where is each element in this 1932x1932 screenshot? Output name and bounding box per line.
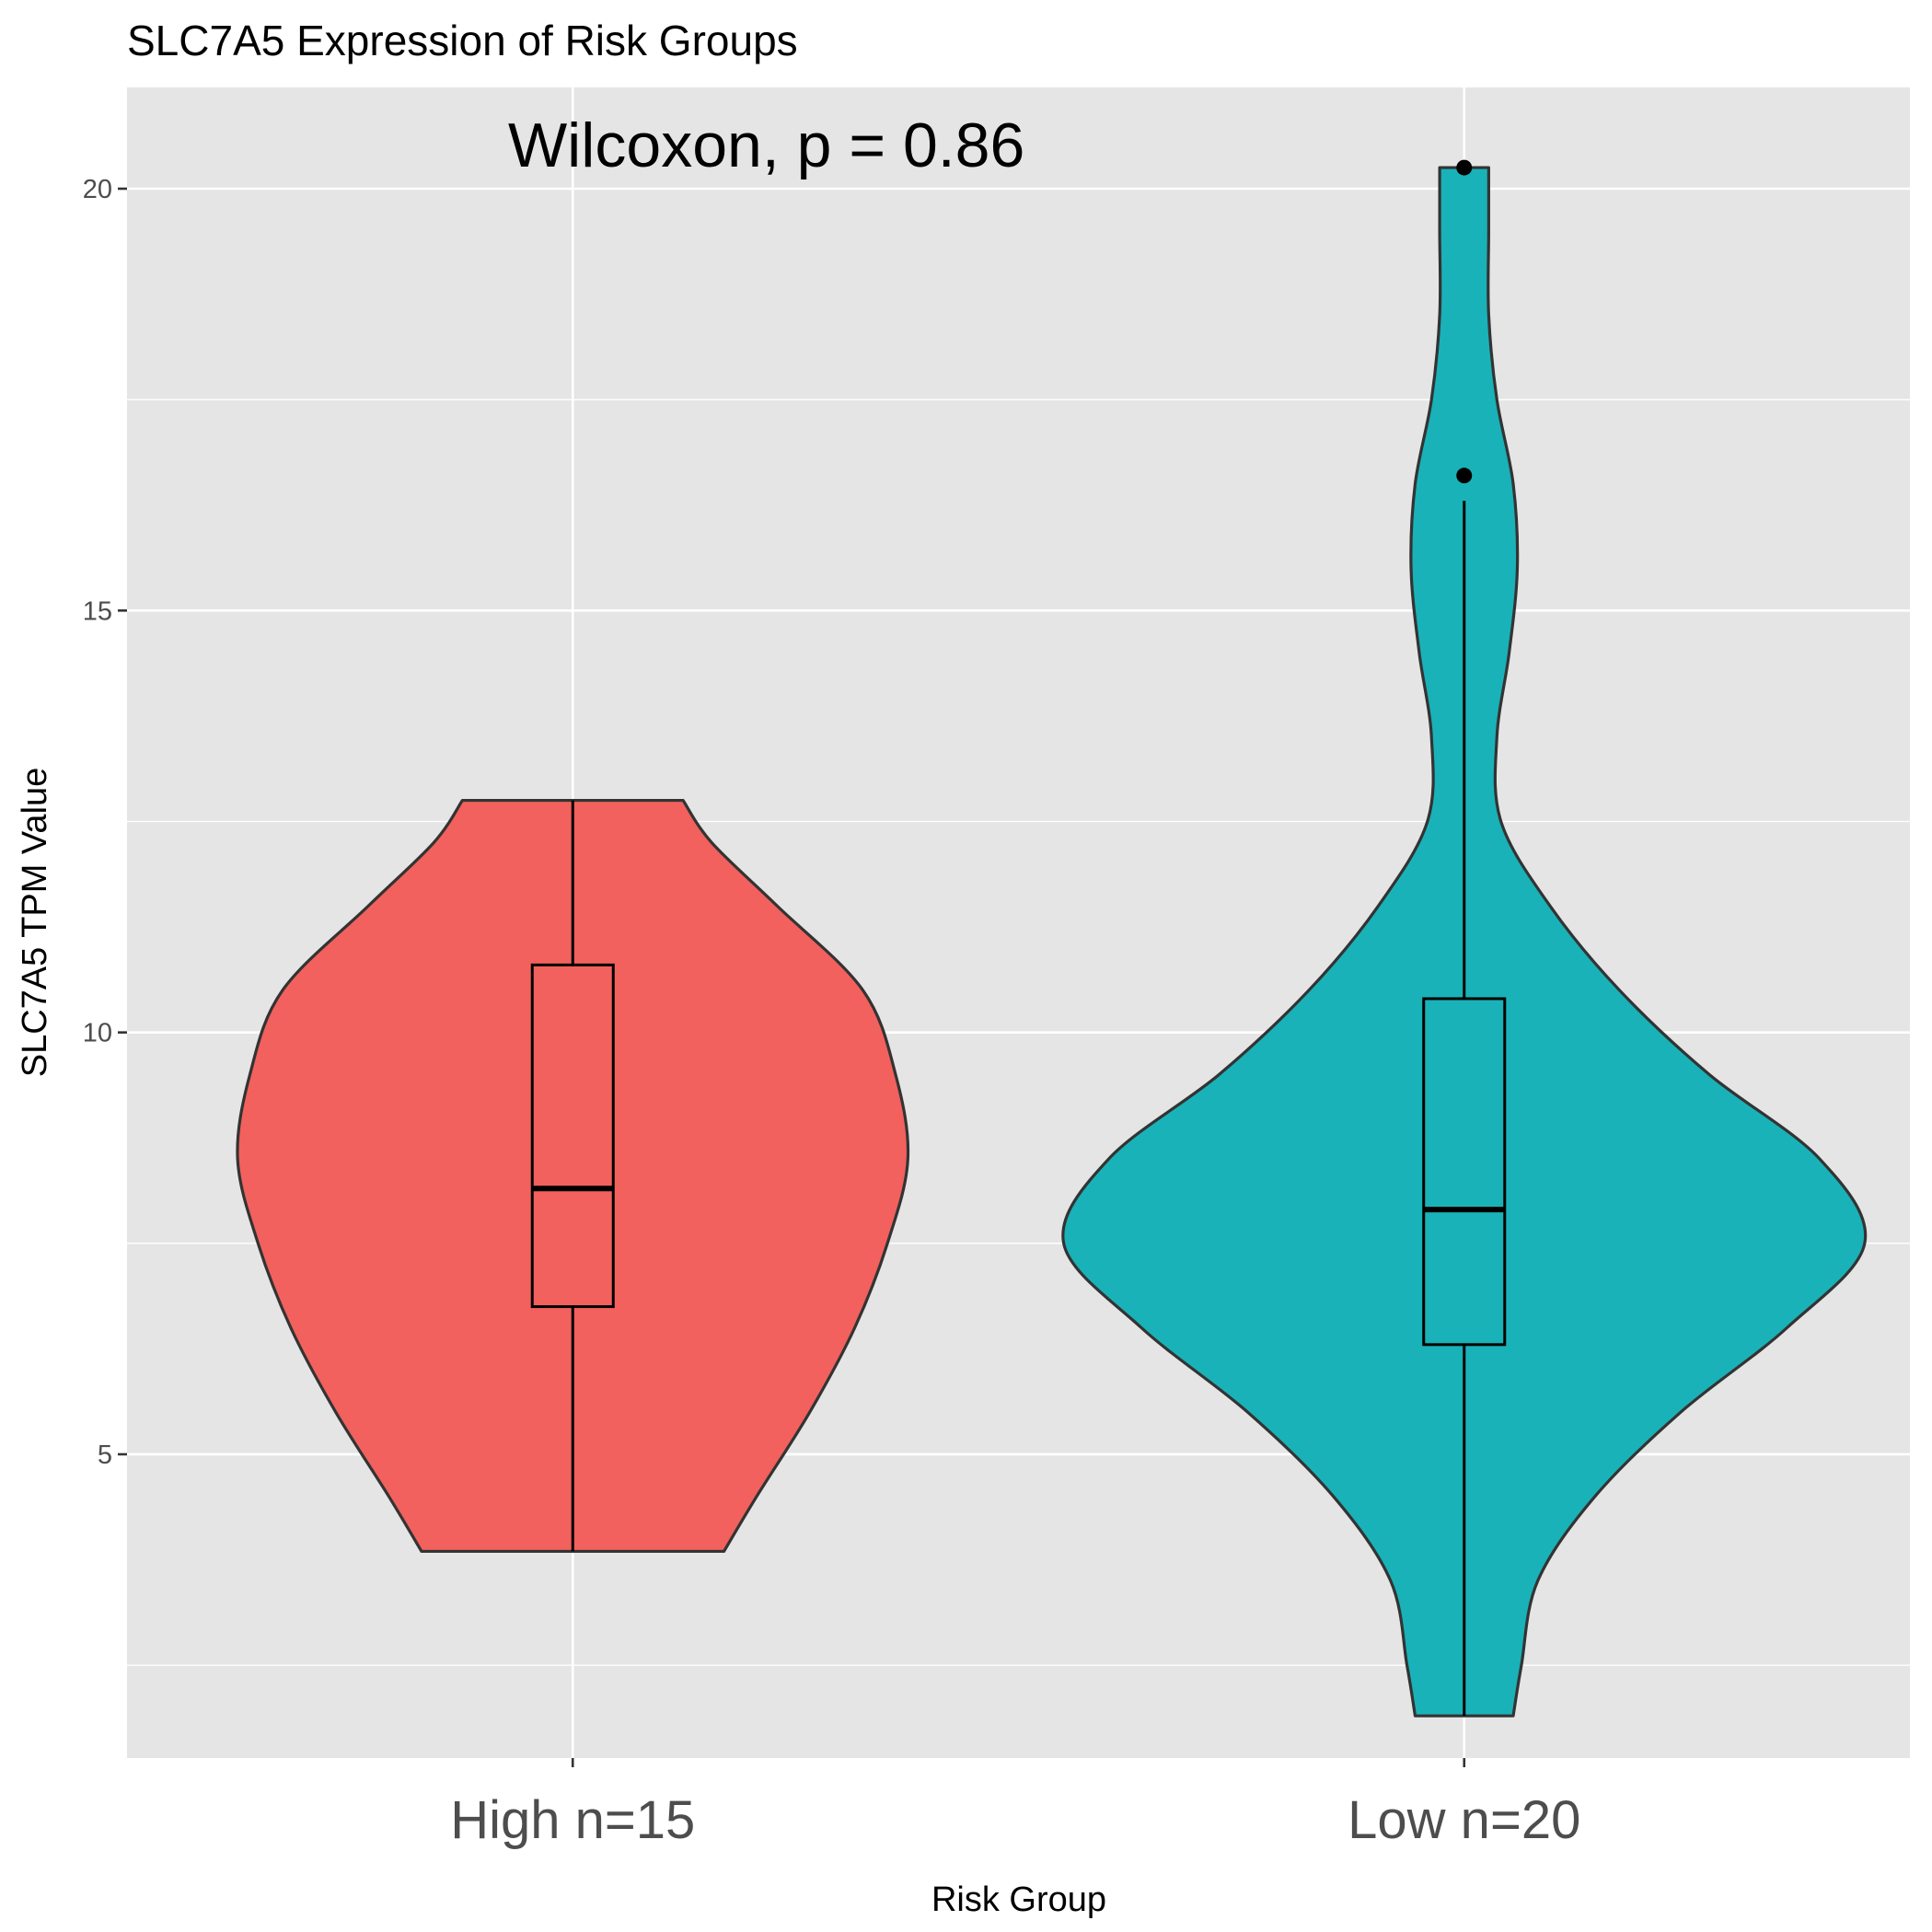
y-axis-title: SLC7A5 TPM Value (16, 768, 54, 1078)
boxplots (530, 501, 1507, 1717)
y-tick-label: 15 (83, 596, 112, 626)
y-tick-label: 10 (83, 1019, 112, 1048)
y-tick-label: 20 (83, 175, 112, 204)
outlier-point (1456, 159, 1473, 176)
x-axis: High n=15 Low n=20 (450, 1758, 1580, 1850)
outlier-point (1456, 468, 1473, 484)
wilcoxon-annotation: Wilcoxon, p = 0.86 (508, 110, 1024, 180)
y-axis: 5 10 15 20 (83, 175, 127, 1470)
x-tick-label: High n=15 (450, 1790, 695, 1850)
violin-high (236, 798, 910, 1554)
box-high (530, 963, 615, 1309)
chart-title: SLC7A5 Expression of Risk Groups (127, 17, 798, 64)
y-tick-label: 5 (98, 1440, 112, 1470)
outlier-points (1456, 159, 1473, 484)
x-tick-label: Low n=20 (1348, 1790, 1580, 1850)
box-low (1422, 997, 1507, 1347)
x-axis-title: Risk Group (931, 1880, 1106, 1919)
